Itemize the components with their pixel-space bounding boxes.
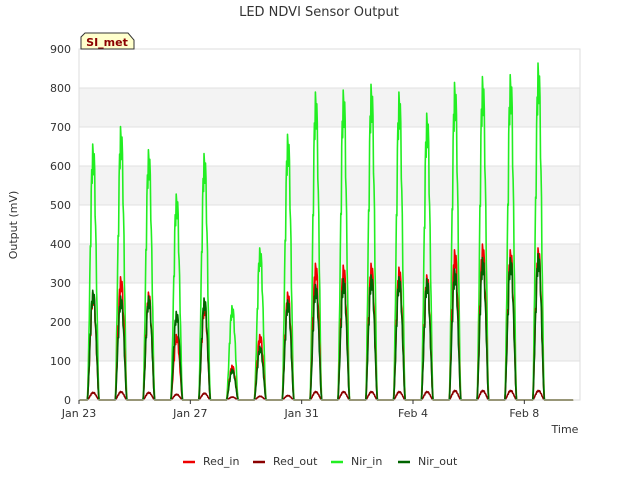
legend-item: Red_in: [183, 455, 239, 468]
x-tick-label: Jan 27: [172, 407, 207, 420]
y-axis-ticks: 0 100 200 300 400 500 600 700 800 900: [50, 43, 71, 407]
y-tick-label: 700: [50, 121, 71, 134]
site-badge-box: [80, 32, 135, 50]
legend-label: Nir_out: [418, 455, 458, 468]
chart-title: LED NDVI Sensor Output: [239, 5, 399, 20]
y-tick-label: 200: [50, 316, 71, 329]
site-badge-label: SI_met: [86, 36, 128, 49]
y-tick-label: 600: [50, 160, 71, 173]
x-axis-label: Time: [551, 423, 579, 436]
y-tick-label: 400: [50, 238, 71, 251]
site-badge: SI_met: [80, 32, 135, 50]
x-tick-label: Jan 23: [61, 407, 96, 420]
plot-frame: [78, 48, 581, 401]
y-axis-label: Output (mV): [7, 191, 20, 260]
legend-item: Nir_out: [398, 455, 458, 468]
y-tick-label: 100: [50, 355, 71, 368]
y-tick-label: 800: [50, 82, 71, 95]
y-tick-label: 300: [50, 277, 71, 290]
legend-item: Red_out: [253, 455, 318, 468]
series-line-red-out: [79, 389, 574, 401]
y-tick-label: 0: [64, 394, 71, 407]
x-tick-label: Jan 31: [283, 407, 318, 420]
grid-band: [79, 322, 580, 361]
x-axis-ticks: Jan 23 Jan 27 Jan 31 Feb 4 Feb 8: [61, 400, 539, 420]
grid-bands: [79, 88, 580, 361]
legend-label: Red_out: [273, 455, 318, 468]
legend: Red_in Red_out Nir_in Nir_out: [183, 455, 458, 468]
y-tick-label: 500: [50, 199, 71, 212]
grid-band: [79, 166, 580, 205]
x-tick-label: Feb 4: [398, 407, 428, 420]
y-tick-label: 900: [50, 43, 71, 56]
x-tick-label: Feb 8: [509, 407, 539, 420]
grid-band: [79, 244, 580, 283]
legend-item: Nir_in: [331, 455, 382, 468]
grid-band: [79, 88, 580, 127]
legend-label: Red_in: [203, 455, 239, 468]
legend-label: Nir_in: [351, 455, 382, 468]
